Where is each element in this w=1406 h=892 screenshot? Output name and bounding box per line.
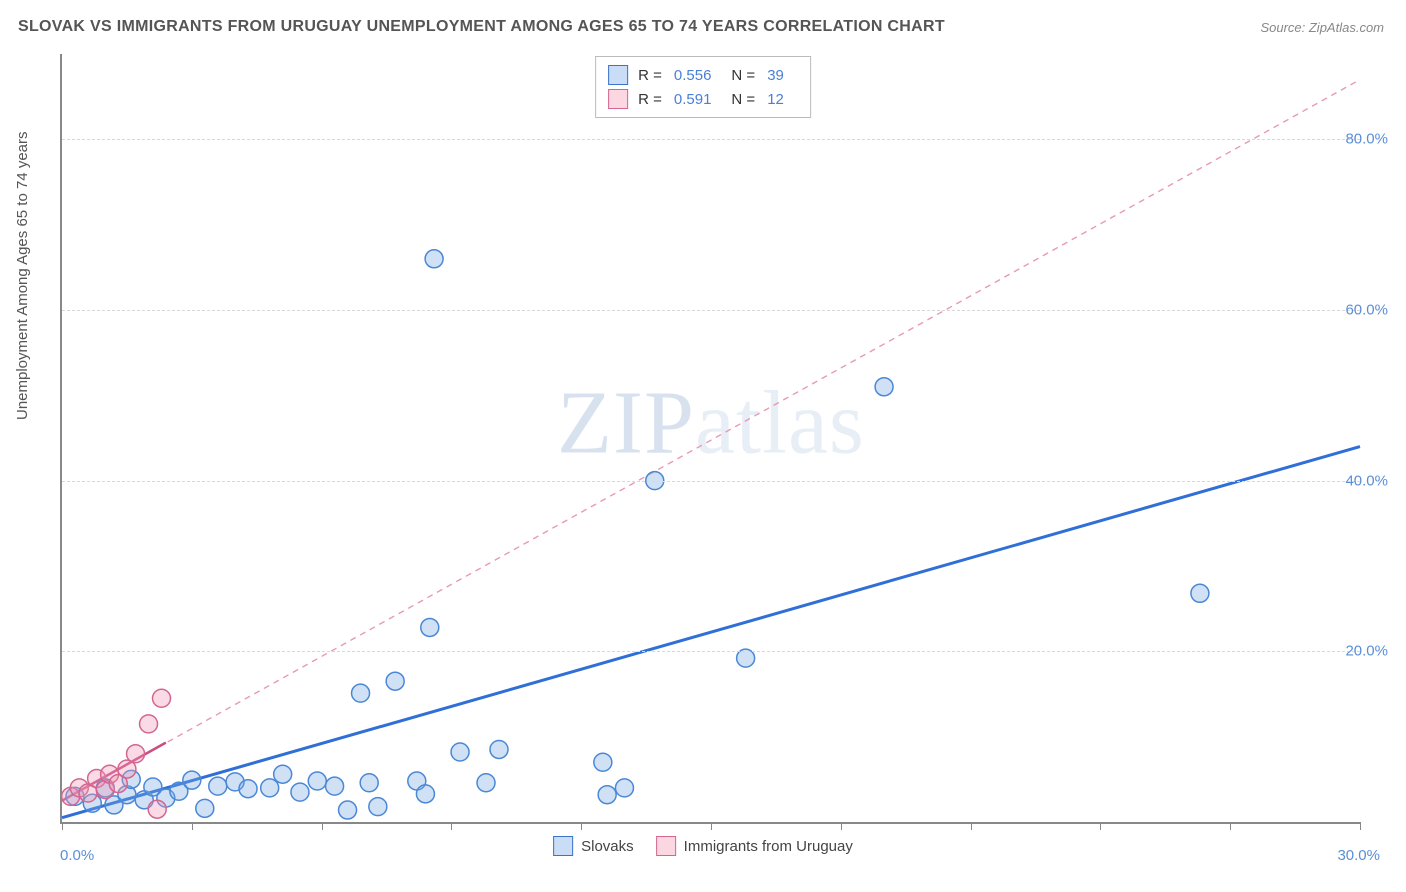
swatch-blue-icon (553, 836, 573, 856)
legend-n-value-uruguay: 12 (765, 91, 794, 108)
legend-n-value-slovaks: 39 (765, 67, 794, 84)
chart-container: SLOVAK VS IMMIGRANTS FROM URUGUAY UNEMPL… (0, 0, 1406, 892)
legend-r-value-slovaks: 0.556 (672, 67, 722, 84)
x-tick (1100, 822, 1101, 830)
gridline (62, 481, 1360, 482)
plot-svg (62, 54, 1360, 822)
chart-title: SLOVAK VS IMMIGRANTS FROM URUGUAY UNEMPL… (18, 18, 945, 36)
x-tick (1360, 822, 1361, 830)
y-tick-label: 40.0% (1345, 472, 1388, 489)
legend-r-label-2: R = (638, 91, 662, 108)
plot-area: ZIPatlas (60, 54, 1360, 824)
legend-n-label-2: N = (731, 91, 755, 108)
x-tick (971, 822, 972, 830)
source-attribution: Source: ZipAtlas.com (1260, 20, 1384, 35)
x-tick (1230, 822, 1231, 830)
x-tick (62, 822, 63, 830)
gridline (62, 139, 1360, 140)
swatch-pink-icon (656, 836, 676, 856)
x-tick (841, 822, 842, 830)
y-tick-label: 60.0% (1345, 302, 1388, 319)
legend-r-label: R = (638, 67, 662, 84)
gridline (62, 651, 1360, 652)
swatch-blue-icon (608, 65, 628, 85)
legend-n-label: N = (731, 67, 755, 84)
legend-item-uruguay: Immigrants from Uruguay (656, 836, 853, 856)
legend-r-value-uruguay: 0.591 (672, 91, 722, 108)
series-legend: Slovaks Immigrants from Uruguay (553, 836, 853, 856)
x-tick (711, 822, 712, 830)
legend-item-slovaks: Slovaks (553, 836, 634, 856)
swatch-pink-icon (608, 89, 628, 109)
x-tick (322, 822, 323, 830)
legend-row-slovaks: R = 0.556 N = 39 (608, 63, 794, 87)
y-tick-label: 20.0% (1345, 643, 1388, 660)
gridline (62, 310, 1360, 311)
y-axis-label: Unemployment Among Ages 65 to 74 years (14, 131, 31, 420)
x-tick (581, 822, 582, 830)
legend-label-slovaks: Slovaks (581, 838, 634, 855)
legend-row-uruguay: R = 0.591 N = 12 (608, 87, 794, 111)
correlation-legend: R = 0.556 N = 39 R = 0.591 N = 12 (595, 56, 811, 118)
x-tick-last: 30.0% (1337, 847, 1380, 864)
y-tick-label: 80.0% (1345, 131, 1388, 148)
x-tick (451, 822, 452, 830)
x-tick (192, 822, 193, 830)
legend-label-uruguay: Immigrants from Uruguay (684, 838, 853, 855)
x-tick-first: 0.0% (60, 847, 94, 864)
